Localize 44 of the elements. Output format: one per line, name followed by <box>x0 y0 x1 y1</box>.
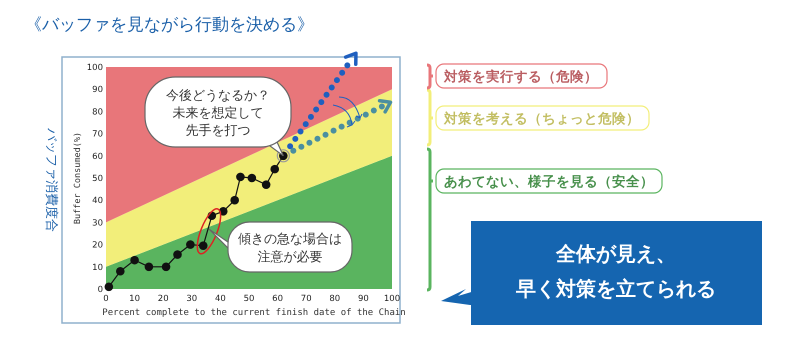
point <box>144 262 154 272</box>
legend-label: あわてない、様子を見る（安全） <box>444 173 654 190</box>
point <box>230 196 239 204</box>
point <box>116 266 125 276</box>
x-tick-label: 40 <box>214 294 226 304</box>
x-tick-label: 70 <box>300 294 312 304</box>
text: 全体が見え、早く対策を立てられる <box>515 242 716 300</box>
x-tick-label: 90 <box>358 294 369 304</box>
x-tick-label: 60 <box>272 294 284 304</box>
text: バッファ消費度合 <box>43 127 60 232</box>
point <box>262 180 270 189</box>
x-tick-label: 100 <box>384 294 400 304</box>
point <box>270 164 280 174</box>
x-tick-label: 50 <box>244 294 254 304</box>
point <box>186 240 195 249</box>
y-axis-title: Buffer Consumed(%) <box>73 132 83 224</box>
x-tick-label: 30 <box>186 294 198 304</box>
y-tick-label: 70 <box>92 130 103 140</box>
y-tick-label: 100 <box>86 63 103 73</box>
y-tick-label: 90 <box>92 85 103 96</box>
point <box>162 262 170 272</box>
point <box>173 250 182 259</box>
annotation: 傾きの急な場合は注意が必要 <box>238 232 342 265</box>
x-axis-title: Percent complete to the current finish date of the Chain <box>102 308 406 318</box>
point <box>236 172 245 182</box>
legend-label: 対策を考える（ちょっと危険） <box>443 110 640 127</box>
x-tick-label: 80 <box>329 294 340 304</box>
annotation: 今後どうなるか？未来を想定して先手を打つ <box>166 88 270 139</box>
y-tick-label: 80 <box>92 107 103 118</box>
x-tick-label: 20 <box>158 294 169 304</box>
point <box>248 174 256 182</box>
point <box>130 256 139 264</box>
y-tick-label: 10 <box>92 262 103 273</box>
point <box>198 241 208 250</box>
y-tick-label: 20 <box>92 240 103 251</box>
x-tick-label: 10 <box>129 294 140 304</box>
legend-label: 対策を実行する（危険） <box>443 68 598 85</box>
point <box>104 282 114 292</box>
y-tick-label: 40 <box>92 196 103 206</box>
y-tick-label: 0 <box>98 285 103 295</box>
y-tick-label: 50 <box>92 174 103 184</box>
y-tick-label: 60 <box>92 152 103 162</box>
y-tick-label: 30 <box>92 218 103 228</box>
chart-title: 《バッファを見ながら行動を決める》 <box>25 15 314 35</box>
